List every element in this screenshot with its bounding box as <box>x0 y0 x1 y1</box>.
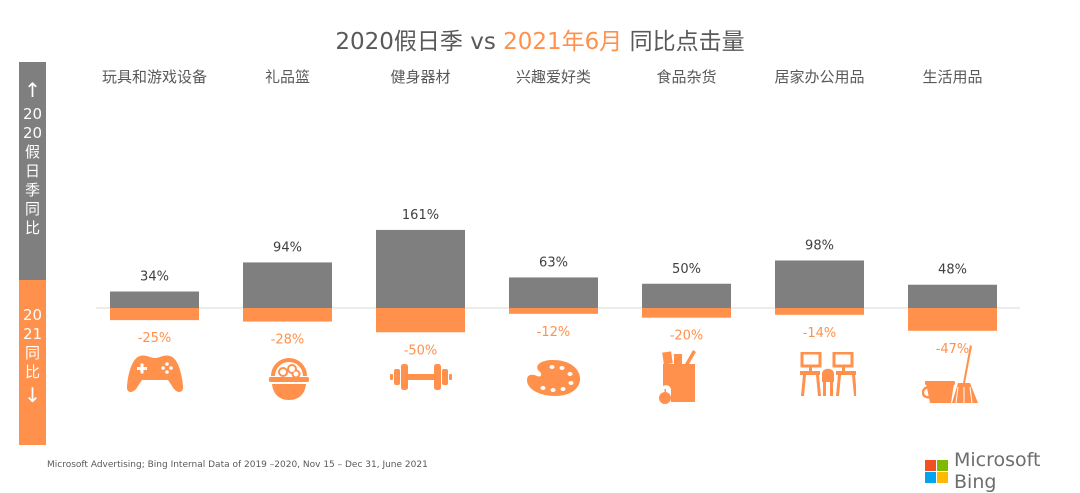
title-part-2: 2021年6月 <box>503 29 623 55</box>
data-label-2021: -20% <box>670 329 704 344</box>
source-note: Microsoft Advertising; Bing Internal Dat… <box>47 460 428 470</box>
legend-top-text-3: 日 <box>24 162 40 180</box>
bar-2020-holiday <box>110 291 199 308</box>
data-label-2021: -28% <box>271 333 305 348</box>
data-label-2021: -25% <box>138 331 172 346</box>
legend-bottom-text-2: 同 <box>24 344 40 362</box>
data-label-2020: 63% <box>539 255 568 270</box>
bar-2020-holiday <box>775 260 864 308</box>
legend-top-text-2: 假 <box>24 143 40 161</box>
bar-2021 <box>908 308 997 331</box>
chart-title: 2020假日季 vs 2021年6月 同比点击量 <box>0 22 1080 56</box>
legend-2021: 20 21 同 比 ↓ <box>19 280 46 445</box>
legend-top-text-1: 20 <box>22 124 43 142</box>
bar-2020-holiday <box>908 284 997 308</box>
title-part-3: 同比点击量 <box>622 29 745 55</box>
title-part-1: 2020假日季 vs <box>335 29 504 55</box>
data-label-2020: 48% <box>938 263 967 278</box>
palette-icon <box>527 360 581 396</box>
data-label-2020: 98% <box>805 238 834 253</box>
category-label: 礼品篮 <box>264 68 310 86</box>
arrow-down-icon: ↓ <box>24 383 41 407</box>
bar-2020-holiday <box>376 229 465 308</box>
legend-bottom-text-3: 比 <box>24 363 40 381</box>
legend-bottom-text-0: 20 <box>22 306 43 324</box>
logo-text: Microsoft Bing <box>954 449 1041 493</box>
bar-2020-holiday <box>243 262 332 308</box>
data-label-2020: 34% <box>140 270 169 285</box>
data-label-2020: 50% <box>672 262 701 277</box>
bar-2021 <box>376 308 465 333</box>
bar-2021 <box>110 308 199 321</box>
microsoft-logo-icon <box>925 459 948 483</box>
data-label-2021: -50% <box>404 343 438 358</box>
grocery-bag-icon <box>659 350 696 404</box>
bar-2020-holiday <box>509 277 598 308</box>
legend-bottom-text-1: 21 <box>22 325 43 343</box>
legend-top-text-5: 同 <box>24 200 40 218</box>
bar-2021 <box>775 308 864 315</box>
data-label-2021: -14% <box>803 326 837 341</box>
bar-2021 <box>509 308 598 314</box>
microsoft-bing-logo: Microsoft Bing <box>925 449 1080 493</box>
bar-2021 <box>642 308 731 318</box>
dumbbell-icon <box>390 364 452 390</box>
category-label: 玩具和游戏设备 <box>101 68 207 86</box>
category-label: 兴趣爱好类 <box>515 68 591 86</box>
category-label: 居家办公用品 <box>774 68 865 86</box>
data-label-2020: 94% <box>273 240 302 255</box>
category-label: 健身器材 <box>390 68 451 86</box>
bar-2021 <box>243 308 332 322</box>
office-desks-icon <box>800 352 856 396</box>
category-label: 食品杂货 <box>656 68 717 86</box>
bar-2020-holiday <box>642 283 731 308</box>
gamepad-icon <box>126 355 184 392</box>
arrow-up-icon: ↑ <box>24 78 41 102</box>
bucket-broom-icon <box>922 345 978 404</box>
data-label-2021: -47% <box>936 342 970 357</box>
legend-top-text-4: 季 <box>24 181 40 199</box>
data-label-2021: -12% <box>537 325 571 340</box>
category-label: 生活用品 <box>922 68 983 86</box>
basket-icon <box>269 358 309 400</box>
legend-2020-holiday: ↑ 20 20 假 日 季 同 比 <box>19 62 46 280</box>
legend-top-text-0: 20 <box>22 105 43 123</box>
legend-top-text-6: 比 <box>24 219 40 237</box>
data-label-2020: 161% <box>402 208 439 223</box>
